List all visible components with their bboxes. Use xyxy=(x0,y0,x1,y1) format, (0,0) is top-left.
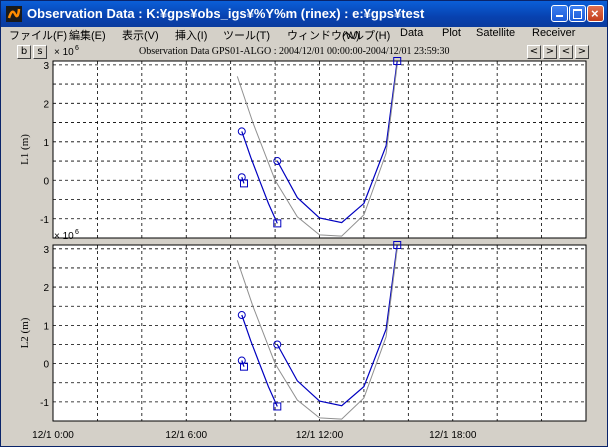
next-button-2[interactable]: > xyxy=(575,45,589,59)
prev-button-2[interactable]: < xyxy=(559,45,573,59)
y-tick-label: -1 xyxy=(40,398,49,409)
series-end-marker xyxy=(239,179,248,188)
series-line-2-2 xyxy=(276,244,398,407)
y-tick-label: 2 xyxy=(43,283,49,294)
x-tick-label: 12/1 6:00 xyxy=(165,430,207,441)
menu-data[interactable]: Data xyxy=(400,27,424,39)
series-line-2-4 xyxy=(236,248,398,420)
maximize-icon xyxy=(573,9,582,19)
plot-toolbar: b s < > < > xyxy=(1,43,607,61)
series-start-marker xyxy=(237,356,246,365)
y-tick-label: 2 xyxy=(43,99,49,110)
title-bar[interactable]: Observation Data : K:¥gps¥obs_igs¥%Y%m (… xyxy=(1,1,607,27)
series-end-marker xyxy=(273,402,282,411)
series-line-1-1 xyxy=(241,131,278,224)
y-axis-label-1: L1 (m) xyxy=(19,134,31,165)
series-start-marker xyxy=(237,173,246,182)
menu-view[interactable]: 表示(V) xyxy=(122,30,159,42)
menu-plot[interactable]: Plot xyxy=(442,27,461,39)
series-end-marker xyxy=(273,219,282,228)
y-tick-label: 0 xyxy=(43,176,49,187)
plot-frame-1 xyxy=(52,60,587,239)
menu-window[interactable]: ウィンドウ(W) xyxy=(287,30,360,42)
series-line-1-2 xyxy=(276,60,398,224)
menu-receiver[interactable]: Receiver xyxy=(532,27,576,39)
y-tick-label: 3 xyxy=(43,245,49,256)
y-tick-label: 0 xyxy=(43,360,49,371)
y-tick-label: 3 xyxy=(43,61,49,72)
exponent-power-1: 6 xyxy=(75,45,79,52)
x-tick-label: 12/1 12:00 xyxy=(296,430,344,441)
x-tick-label: 12/1 18:00 xyxy=(429,430,477,441)
close-button[interactable]: × xyxy=(587,5,604,22)
minimize-button[interactable] xyxy=(551,5,568,22)
series-line-1-4 xyxy=(236,64,398,237)
menu-bar: ファイル(F) 編集(E) 表示(V) 挿入(I) ツール(T) ウィンドウ(W… xyxy=(1,27,607,43)
series-start-marker xyxy=(237,127,246,136)
menu-insert[interactable]: 挿入(I) xyxy=(175,30,208,42)
menu-edit[interactable]: 編集(E) xyxy=(69,30,106,42)
app-icon xyxy=(6,6,22,22)
close-icon: × xyxy=(591,6,599,21)
b-button[interactable]: b xyxy=(17,45,31,59)
exponent-label-2: × 10 xyxy=(54,231,74,242)
series-end-marker xyxy=(239,362,248,371)
menu-help[interactable]: ヘルプ(H) xyxy=(342,30,391,42)
s-button[interactable]: s xyxy=(33,45,47,59)
y-tick-label: 1 xyxy=(43,321,49,332)
chart-title: Observation Data GPS01-ALGO : 2004/12/01… xyxy=(139,46,450,57)
y-tick-label: 1 xyxy=(43,138,49,149)
series-start-marker xyxy=(273,340,282,349)
series-line-2-1 xyxy=(241,314,278,407)
menu-satellite[interactable]: Satellite xyxy=(476,27,516,39)
series-end-marker xyxy=(393,241,402,249)
series-start-marker xyxy=(273,157,282,166)
exponent-power-2: 6 xyxy=(75,229,79,236)
series-start-marker xyxy=(237,311,246,320)
maximize-button[interactable] xyxy=(569,5,586,22)
prev-button-1[interactable]: < xyxy=(527,45,541,59)
exponent-label-1: × 10 xyxy=(54,47,74,58)
y-axis-label-2: L2 (m) xyxy=(19,317,31,348)
x-tick-label: 12/1 0:00 xyxy=(32,430,74,441)
window-title: Observation Data : K:¥gps¥obs_igs¥%Y%m (… xyxy=(27,6,425,21)
menu-tools[interactable]: ツール(T) xyxy=(223,30,271,42)
series-end-marker xyxy=(393,57,402,65)
menu-file[interactable]: ファイル(F) xyxy=(9,30,68,42)
minimize-icon xyxy=(556,15,563,17)
next-button-1[interactable]: > xyxy=(543,45,557,59)
y-tick-label: -1 xyxy=(40,215,49,226)
